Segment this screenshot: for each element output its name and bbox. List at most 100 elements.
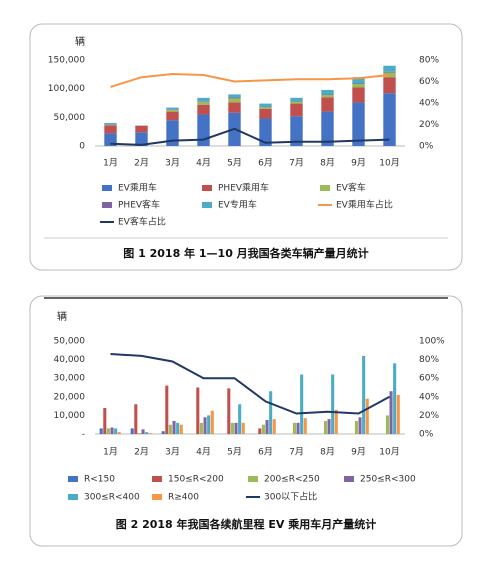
legend-label: PHEV乘用车	[218, 182, 269, 194]
bar	[393, 363, 397, 434]
bar	[362, 355, 366, 434]
legend-swatch	[344, 476, 354, 482]
bar	[258, 428, 262, 434]
legend-label: 300以下占比	[264, 491, 317, 503]
legend-label: 150≤R<200	[168, 475, 224, 485]
y-axis-unit: 辆	[57, 310, 67, 323]
bar	[300, 374, 304, 434]
bar-segment	[259, 107, 272, 109]
bar-segment	[383, 65, 396, 72]
y-tick-label: 40,000	[54, 355, 86, 365]
x-tick-label: 8月	[320, 158, 335, 169]
bar-segment	[259, 108, 272, 119]
bar	[365, 398, 369, 434]
bar-segment	[104, 124, 117, 126]
bar-segment	[321, 94, 334, 98]
legend-swatch	[68, 476, 78, 482]
legend-swatch	[202, 202, 212, 208]
legend-swatch	[248, 476, 258, 482]
bar	[303, 418, 307, 434]
bar	[331, 374, 335, 434]
bar	[110, 427, 114, 434]
bar	[358, 417, 362, 434]
y2-tick-label: 40%	[419, 392, 439, 402]
bar	[230, 422, 234, 434]
x-tick-label: 4月	[196, 158, 211, 169]
bar-segment	[321, 97, 334, 112]
bar	[99, 428, 103, 434]
bar	[396, 394, 400, 434]
line-series	[110, 353, 390, 415]
bar	[385, 415, 389, 434]
bar	[168, 424, 172, 434]
bar-segment	[383, 93, 396, 146]
legend-label: EV乘用车占比	[336, 199, 393, 211]
bar	[354, 420, 358, 434]
line-series	[110, 72, 390, 88]
y-tick-label: 0	[79, 142, 85, 152]
bar-segment	[228, 97, 241, 99]
bar	[269, 391, 273, 434]
bar	[238, 404, 242, 434]
y-tick-label: 20,000	[54, 392, 86, 402]
bar	[106, 428, 110, 434]
y-tick-label: 50,000	[54, 113, 86, 123]
y2-tick-label: 0%	[419, 430, 434, 440]
bar	[292, 422, 296, 434]
legend-label: R<150	[84, 475, 115, 485]
bar-segment	[228, 94, 241, 98]
y-tick-label: -	[82, 430, 85, 440]
bar-segment	[352, 102, 365, 146]
y2-tick-label: 20%	[419, 411, 439, 421]
bar-segment	[197, 101, 210, 102]
legend-swatch	[320, 185, 330, 191]
bar-segment	[135, 132, 148, 146]
line-series	[110, 127, 390, 146]
legend-swatch	[152, 494, 162, 500]
bar	[207, 415, 211, 434]
legend-swatch	[152, 476, 162, 482]
bar-segment	[290, 116, 303, 146]
y2-tick-label: 80%	[419, 56, 439, 66]
legend-label: R≥400	[168, 493, 199, 503]
bar	[117, 432, 121, 434]
bar-segment	[104, 123, 117, 125]
legend-label: PHEV客车	[118, 199, 160, 211]
bar	[296, 422, 300, 434]
x-tick-label: 1月	[103, 447, 118, 458]
bar	[161, 431, 165, 434]
bar-segment	[352, 87, 365, 103]
bar-segment	[228, 102, 241, 113]
bar	[176, 422, 180, 434]
bar	[203, 417, 207, 434]
legend-label: EV客车占比	[118, 216, 166, 228]
bar	[265, 420, 269, 434]
bar-segment	[104, 133, 117, 146]
bar	[261, 424, 265, 434]
y2-tick-label: 60%	[419, 374, 439, 384]
bar-segment	[166, 109, 179, 112]
bar	[272, 419, 276, 434]
bar	[141, 429, 145, 434]
x-tick-label: 4月	[196, 447, 211, 458]
bar-segment	[197, 114, 210, 146]
bar-segment	[290, 101, 303, 104]
bar-segment	[383, 72, 396, 78]
figure-frame	[29, 23, 463, 271]
bar	[327, 419, 331, 434]
bar-segment	[197, 97, 210, 102]
bar-segment	[352, 84, 365, 88]
legend-label: EV专用车	[218, 199, 257, 211]
caption: 图 1 2018 年 1—10 月我国各类车辆产量月统计	[123, 246, 368, 260]
bar-segment	[197, 101, 210, 105]
x-tick-label: 8月	[320, 447, 335, 458]
x-tick-label: 7月	[289, 447, 304, 458]
bar	[114, 428, 118, 434]
legend-label: 300≤R<400	[84, 493, 140, 503]
bar-segment	[166, 109, 179, 110]
bar-segment	[383, 71, 396, 73]
figure-frame	[29, 295, 463, 547]
legend-label: 250≤R<300	[360, 475, 416, 485]
y2-tick-label: 40%	[419, 99, 439, 109]
